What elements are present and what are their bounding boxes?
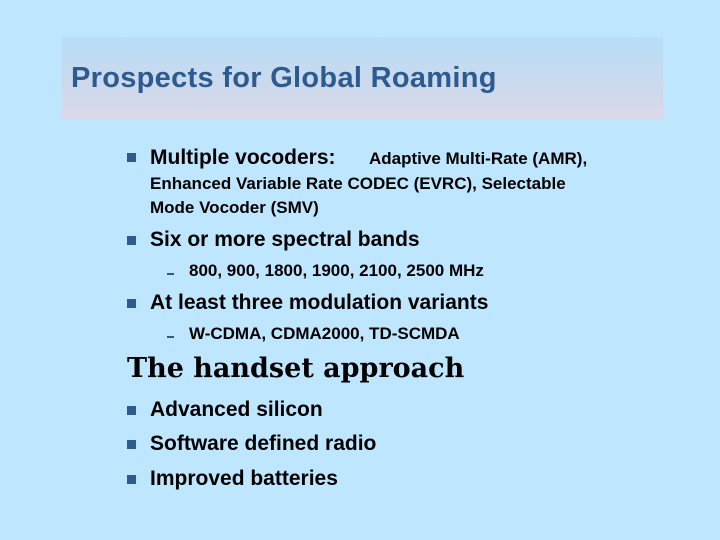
section-item-silicon: Advanced silicon (150, 398, 323, 421)
bullet-square-icon (127, 406, 136, 415)
slide-title: Prospects for Global Roaming (71, 62, 497, 94)
bullet-item-vocoders-detail-1: Adaptive Multi-Rate (AMR), (369, 149, 588, 168)
section-item-batteries: Improved batteries (150, 467, 338, 490)
bullet-square-icon (127, 475, 136, 484)
bullet-square-icon (127, 236, 136, 245)
bullet-item-vocoders-detail-3: Mode Vocoder (SMV) (150, 198, 319, 217)
title-banner: Prospects for Global Roaming (62, 37, 663, 120)
bullet-item-bands-label: Six or more spectral bands (150, 228, 420, 251)
bullet-item-vocoders-detail-2: Enhanced Variable Rate CODEC (EVRC), Sel… (150, 174, 566, 193)
sub-item-modulation: W-CDMA, CDMA2000, TD-SCMDA (189, 324, 460, 343)
bullet-square-icon (127, 440, 136, 449)
section-heading: The handset approach (127, 353, 465, 384)
bullet-item-modulation-label: At least three modulation variants (150, 291, 489, 314)
section-item-radio: Software defined radio (150, 432, 377, 455)
sub-bullet-dash-icon (167, 336, 174, 338)
bullet-square-icon (127, 299, 136, 308)
bullet-item-vocoders-label: Multiple vocoders: (150, 146, 336, 169)
sub-bullet-dash-icon (167, 273, 174, 275)
bullet-square-icon (127, 153, 136, 162)
sub-item-bands: 800, 900, 1800, 1900, 2100, 2500 MHz (189, 261, 484, 280)
